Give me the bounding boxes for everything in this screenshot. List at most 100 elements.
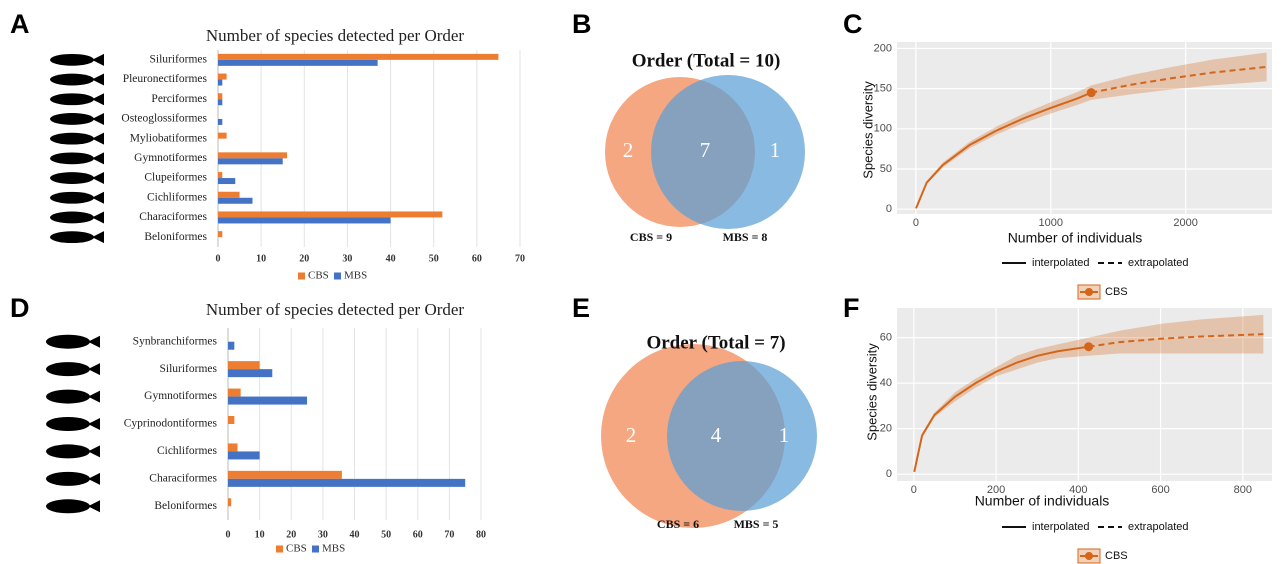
legend-key-point <box>1085 288 1093 296</box>
x-tick-label: 20 <box>299 253 309 264</box>
bar <box>218 133 227 139</box>
y-tick-label: 20 <box>880 423 892 435</box>
bar <box>228 498 231 506</box>
fish-tail <box>92 231 104 243</box>
y-axis-label: Species diversity <box>860 81 875 179</box>
y-tick-label: Characiformes <box>139 211 207 223</box>
venn-circle <box>651 75 805 229</box>
y-tick-label: Siluriformes <box>150 53 208 65</box>
x-tick-label: 30 <box>318 529 328 540</box>
fish-silhouette <box>50 54 94 66</box>
bar <box>218 99 222 105</box>
legend-label: CBS <box>286 543 307 555</box>
fish-silhouette <box>50 133 94 145</box>
set-label: CBS = 6 <box>657 517 699 531</box>
bar <box>218 178 235 184</box>
bar <box>228 397 307 405</box>
legend-label: CBS <box>1105 286 1128 298</box>
y-tick-label: Siluriformes <box>160 363 218 375</box>
chart-title: Number of species detected per Order <box>206 300 465 319</box>
x-tick-label: 70 <box>515 253 525 264</box>
y-tick-label: Cichliformes <box>147 191 208 203</box>
region-count: 2 <box>623 138 634 162</box>
fish-silhouette <box>46 444 90 458</box>
y-tick-label: 0 <box>886 203 892 215</box>
x-tick-label: 60 <box>472 253 482 264</box>
chart-title: Number of species detected per Order <box>206 26 465 45</box>
venn-panel: CBS = 6MBS = 5241Order (Total = 7) <box>601 332 817 530</box>
fish-tail <box>88 445 100 457</box>
fish-silhouette <box>46 390 90 404</box>
legend-swatch <box>276 546 283 553</box>
x-axis-label: Number of individuals <box>975 493 1110 509</box>
fish-silhouette <box>50 152 94 164</box>
fish-silhouette <box>46 472 90 486</box>
x-tick-label: 0 <box>226 529 231 540</box>
x-tick-label: 600 <box>1151 484 1169 496</box>
x-axis-label: Number of individuals <box>1008 230 1143 246</box>
fish-tail <box>92 133 104 145</box>
bar <box>218 198 253 204</box>
set-label: MBS = 5 <box>734 517 779 531</box>
x-tick-label: 2000 <box>1173 217 1197 229</box>
legend-label: MBS <box>344 270 367 282</box>
y-tick-label: Gymnotiformes <box>144 390 217 402</box>
fish-tail <box>88 363 100 375</box>
y-tick-label: 150 <box>874 83 892 95</box>
bar <box>218 158 283 164</box>
y-tick-label: Myliobatiformes <box>130 132 208 144</box>
bar <box>228 342 234 350</box>
legend-label: CBS <box>308 270 329 282</box>
bar <box>228 479 465 487</box>
region-count: 1 <box>779 423 790 447</box>
fish-tail <box>92 211 104 223</box>
fish-silhouette <box>46 335 90 349</box>
bar <box>228 451 260 459</box>
bar <box>228 361 260 369</box>
x-tick-label: 10 <box>256 253 266 264</box>
y-tick-label: Gymnotiformes <box>134 152 207 164</box>
set-label: CBS = 9 <box>630 230 672 244</box>
x-tick-label: 0 <box>913 217 919 229</box>
x-tick-label: 80 <box>476 529 486 540</box>
panel-letter: F <box>843 293 860 323</box>
bar <box>218 152 287 158</box>
region-count: 2 <box>626 423 637 447</box>
fish-silhouette <box>50 212 94 224</box>
rarefaction-panel: 02004006008000204060Number of individual… <box>864 308 1272 563</box>
fish-tail <box>92 93 104 105</box>
y-tick-label: 40 <box>880 377 892 389</box>
fish-tail <box>92 172 104 184</box>
legend-swatch <box>298 273 305 280</box>
panel-letter: C <box>843 9 863 39</box>
fish-tail <box>88 473 100 485</box>
panel-letter: E <box>572 293 590 323</box>
fish-silhouette <box>50 93 94 105</box>
panel-letter: B <box>572 9 592 39</box>
fish-tail <box>92 152 104 164</box>
x-tick-label: 20 <box>286 529 296 540</box>
bar <box>218 211 442 217</box>
fish-tail <box>92 192 104 204</box>
observed-point <box>1087 88 1096 97</box>
x-tick-label: 40 <box>386 253 396 264</box>
legend-label: extrapolated <box>1128 521 1189 533</box>
bar <box>218 60 378 66</box>
bar <box>218 74 227 80</box>
venn-circle <box>667 361 817 511</box>
chart-title: Order (Total = 7) <box>646 332 785 353</box>
bar <box>218 80 222 86</box>
bar <box>228 443 237 451</box>
y-tick-label: Characiformes <box>149 472 217 484</box>
fish-tail <box>92 113 104 125</box>
fish-tail <box>88 336 100 348</box>
y-tick-label: Beloniformes <box>144 231 207 243</box>
legend-label: extrapolated <box>1128 257 1189 269</box>
x-tick-label: 30 <box>342 253 352 264</box>
bar <box>218 231 222 237</box>
fish-silhouette <box>50 192 94 204</box>
x-tick-label: 1000 <box>1039 217 1063 229</box>
